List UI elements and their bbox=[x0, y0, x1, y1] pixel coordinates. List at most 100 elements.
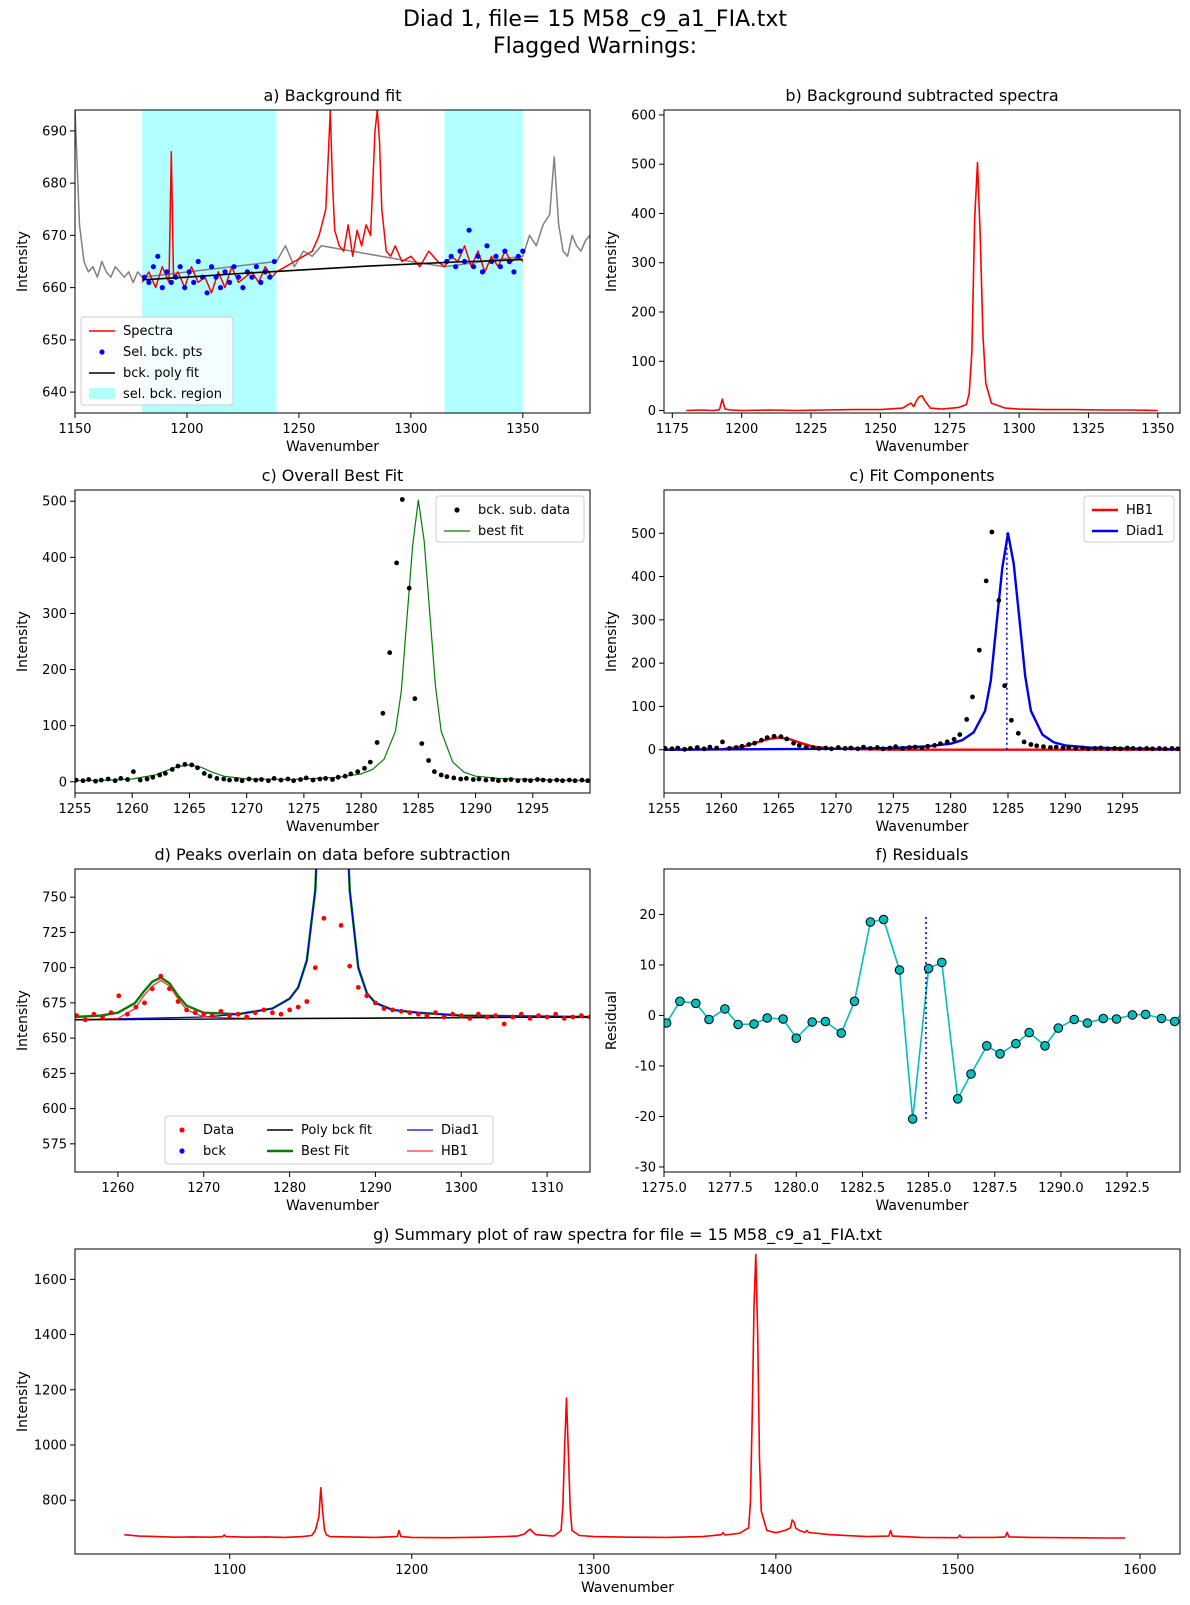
chart-d-legend-entry: Data bbox=[203, 1123, 234, 1138]
chart-f-xtick-label: 1282.5 bbox=[840, 1181, 886, 1196]
raw-data-point bbox=[175, 999, 181, 1004]
sel-bck-point bbox=[168, 279, 174, 285]
raw-data-point bbox=[355, 985, 361, 990]
chart-b-ytick-label: 400 bbox=[631, 207, 656, 222]
raw-data-point bbox=[381, 1006, 387, 1011]
chart-d-frame bbox=[74, 868, 591, 1173]
bck-sub-data-point bbox=[957, 732, 963, 737]
chart-d-ytick-label: 600 bbox=[42, 1102, 67, 1117]
chart-a-xlabel: Wavenumber bbox=[286, 439, 379, 455]
residual-point bbox=[1098, 1013, 1109, 1024]
raw-data-point bbox=[458, 1013, 464, 1018]
sel-bck-point bbox=[195, 258, 201, 265]
bck-sub-data-point bbox=[490, 777, 496, 782]
bck-sub-data-point bbox=[419, 741, 425, 746]
bck-sub-data-point bbox=[694, 745, 700, 750]
bck-sub-data-point bbox=[214, 776, 220, 781]
chart-c1-xtick-label: 1295 bbox=[516, 802, 549, 817]
bck-sub-data-point bbox=[169, 767, 175, 772]
chart-a-ytick-label: 660 bbox=[42, 281, 67, 296]
residual-point bbox=[691, 998, 701, 1009]
chart-c2-ytick-label: 0 bbox=[648, 743, 656, 758]
bck-sub-data-point bbox=[771, 733, 777, 739]
bck-sub-data-point bbox=[476, 776, 482, 782]
bck-sub-data-point bbox=[887, 745, 893, 751]
raw-data-point bbox=[167, 986, 172, 992]
bck-sub-data-point bbox=[380, 710, 386, 716]
chart-c1-ylabel: Intensity bbox=[15, 611, 31, 672]
bck-sub-data-point bbox=[291, 778, 296, 784]
residual-point bbox=[664, 1018, 672, 1028]
residual-point bbox=[923, 963, 934, 974]
chart-f-ytick-label: -30 bbox=[635, 1160, 656, 1175]
bck-sub-data-point bbox=[528, 778, 533, 784]
raw-data-point bbox=[321, 915, 327, 921]
chart-d-title: d) Peaks overlain on data before subtrac… bbox=[155, 845, 511, 864]
bck-sub-data-point bbox=[1175, 746, 1180, 752]
residual-point bbox=[1111, 1014, 1122, 1024]
hb1-line bbox=[75, 979, 590, 1021]
residual-point bbox=[720, 1004, 730, 1014]
bck-sub-data-point bbox=[1041, 744, 1046, 750]
chart-a-plot-area bbox=[75, 110, 590, 413]
bck-sub-data-point bbox=[508, 777, 514, 782]
chart-f-ytick-label: -10 bbox=[635, 1059, 656, 1074]
chart-g-xlabel: Wavenumber bbox=[581, 1580, 674, 1596]
raw-data-point bbox=[218, 1008, 224, 1014]
sel-bck-point bbox=[141, 274, 147, 280]
chart-d-legend-entry: HB1 bbox=[441, 1144, 468, 1159]
bck-sub-data-point bbox=[1092, 746, 1098, 751]
chart-d-ytick-label: 725 bbox=[42, 926, 67, 941]
bck-sub-data-point bbox=[964, 717, 970, 722]
sel-bck-point bbox=[235, 274, 242, 280]
bck-sub-data-point bbox=[298, 777, 303, 782]
bck-sub-data-point bbox=[778, 734, 784, 740]
chart-c1-xtick-label: 1290 bbox=[459, 802, 492, 817]
chart-b-ytick-label: 0 bbox=[648, 404, 656, 419]
bck-sub-data-point bbox=[1150, 746, 1155, 752]
chart-b-ytick-label: 100 bbox=[631, 355, 656, 370]
residual-point bbox=[1186, 999, 1190, 1008]
chart-f-xtick-label: 1292.5 bbox=[1104, 1181, 1150, 1196]
residual-point bbox=[878, 914, 889, 925]
chart-a-ytick-label: 650 bbox=[42, 333, 67, 348]
sel-bck-point bbox=[159, 285, 165, 291]
bck-sub-data-point bbox=[848, 745, 854, 751]
bck-sub-data-point bbox=[912, 744, 918, 750]
chart-a-frame bbox=[74, 109, 591, 414]
residual-point bbox=[1053, 1023, 1064, 1033]
bck-sub-data-point bbox=[675, 745, 681, 751]
bck-sub-data-point bbox=[1053, 744, 1059, 750]
bck-sub-data-point bbox=[221, 776, 227, 782]
residual-point bbox=[1169, 1016, 1180, 1027]
bck-sub-data-point bbox=[1144, 746, 1150, 751]
chart-a-legend-entry-marker bbox=[99, 349, 105, 355]
bck-sub-data-point bbox=[1066, 745, 1072, 750]
chart-d-legend-entry: Poly bck fit bbox=[301, 1123, 372, 1138]
raw-data-point bbox=[304, 999, 310, 1004]
chart-c2-xtick-label: 1275 bbox=[877, 802, 910, 817]
raw-data-point bbox=[424, 1013, 430, 1018]
raw-data-point bbox=[149, 986, 155, 992]
bck-sub-data-point bbox=[919, 745, 925, 751]
sel-bck-point bbox=[497, 264, 503, 270]
chart-f: f) Residuals 1275.0 1277.5 1280.0 1282.5 1285… bbox=[604, 845, 1190, 1214]
sel-bck-point bbox=[466, 227, 472, 233]
bck-sub-data-point bbox=[791, 740, 796, 746]
bck-sub-data-point bbox=[118, 776, 124, 781]
bck-sub-data-point bbox=[937, 741, 943, 747]
raw-data-point bbox=[91, 1011, 97, 1017]
bck-sub-data-point bbox=[739, 743, 745, 749]
chart-d-xtick-label: 1280 bbox=[273, 1181, 306, 1196]
chart-c1-ytick-label: 400 bbox=[42, 551, 67, 566]
chart-g-xtick-label: 1600 bbox=[1123, 1563, 1156, 1578]
chart-c2-xtick-label: 1290 bbox=[1049, 802, 1082, 817]
residual-point bbox=[820, 1016, 831, 1027]
sel-bck-point bbox=[520, 248, 526, 254]
raw-data-point bbox=[501, 1021, 507, 1027]
chart-c1: c) Overall Best Fit 1255 1260 1265 1270 1275 1… bbox=[15, 466, 591, 835]
chart-b-xtick-label: 1250 bbox=[864, 422, 897, 437]
bck-sub-data-point bbox=[470, 777, 476, 782]
bck-sub-data-point bbox=[829, 746, 834, 752]
chart-c1-ytick-label: 200 bbox=[42, 663, 67, 678]
